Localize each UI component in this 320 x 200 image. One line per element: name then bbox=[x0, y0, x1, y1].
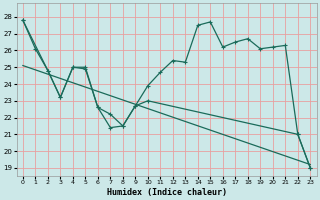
X-axis label: Humidex (Indice chaleur): Humidex (Indice chaleur) bbox=[107, 188, 227, 197]
